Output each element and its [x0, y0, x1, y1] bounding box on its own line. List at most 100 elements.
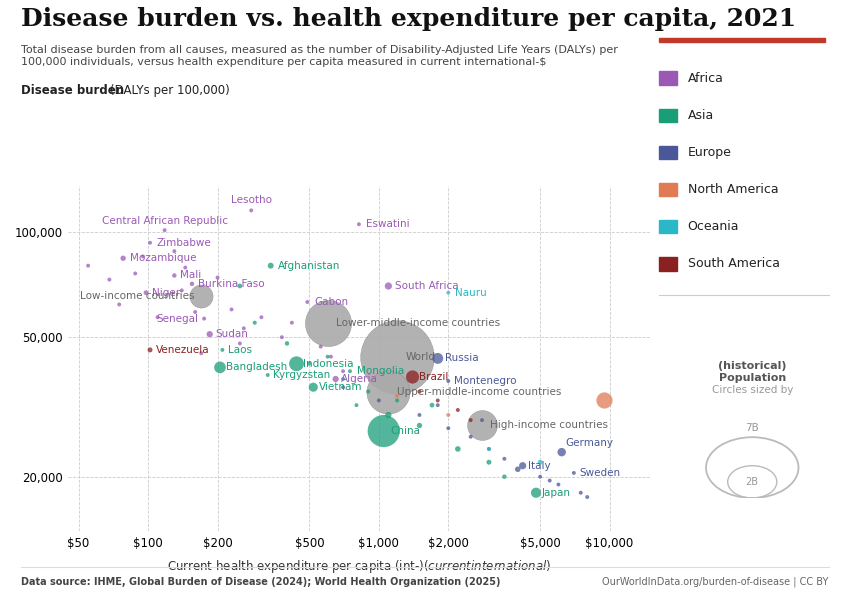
Text: 100,000 individuals, versus health expenditure per capita measured in current in: 100,000 individuals, versus health expen…	[21, 57, 547, 67]
Text: Japan: Japan	[541, 488, 570, 498]
Point	[167, 271, 181, 280]
Point	[301, 297, 314, 307]
Point	[143, 345, 156, 355]
Point	[136, 251, 150, 261]
Point	[382, 410, 395, 420]
Text: Algeria: Algeria	[341, 374, 378, 384]
Point	[431, 353, 445, 363]
Point	[158, 226, 172, 235]
Point	[189, 307, 202, 317]
Text: Burkina Faso: Burkina Faso	[197, 279, 264, 289]
Text: Population: Population	[718, 373, 786, 383]
Point	[343, 367, 357, 376]
Point	[197, 314, 211, 323]
Point	[275, 332, 289, 342]
Point	[497, 454, 511, 464]
Text: 2B: 2B	[745, 477, 759, 487]
Point	[139, 288, 153, 298]
Point	[112, 299, 126, 309]
Point	[314, 342, 327, 352]
Text: Disease burden: Disease burden	[21, 84, 128, 97]
Text: Sweden: Sweden	[580, 468, 620, 478]
Point	[261, 370, 275, 380]
Text: China: China	[391, 426, 421, 436]
Point	[248, 318, 262, 328]
Point	[405, 372, 419, 382]
Point	[116, 253, 130, 263]
Point	[482, 444, 496, 454]
Point	[441, 376, 455, 386]
Text: Africa: Africa	[688, 71, 723, 85]
Point	[178, 263, 192, 272]
Point	[337, 382, 350, 392]
Text: Mongolia: Mongolia	[357, 366, 405, 376]
Text: Zimbabwe: Zimbabwe	[157, 238, 212, 248]
Text: Germany: Germany	[566, 438, 614, 448]
Point	[264, 261, 277, 271]
Point	[431, 395, 445, 405]
Point	[451, 405, 465, 415]
Point	[382, 281, 395, 291]
Text: Gabon: Gabon	[314, 297, 348, 307]
Point	[567, 468, 581, 478]
Text: South Africa: South Africa	[395, 281, 459, 291]
Point	[441, 424, 455, 433]
Text: Brazil: Brazil	[420, 372, 449, 382]
Text: South America: South America	[688, 257, 779, 271]
Point	[185, 279, 199, 289]
Point	[203, 329, 217, 339]
Bar	[659, 38, 824, 42]
Point	[245, 206, 258, 215]
Point	[307, 382, 320, 392]
Text: Indonesia: Indonesia	[303, 359, 354, 369]
Point	[195, 349, 208, 358]
Point	[290, 359, 303, 368]
Point	[150, 313, 164, 322]
Text: Data source: IHME, Global Burden of Disease (2024); World Health Organization (2: Data source: IHME, Global Burden of Dise…	[21, 577, 501, 587]
Text: Europe: Europe	[688, 146, 732, 159]
Point	[280, 338, 294, 348]
Text: Central African Republic: Central African Republic	[102, 216, 228, 226]
Point	[337, 374, 350, 384]
Text: Sudan: Sudan	[215, 329, 248, 339]
Point	[533, 472, 547, 482]
Point	[320, 318, 334, 328]
Point	[216, 345, 230, 355]
Text: Bangladesh: Bangladesh	[225, 362, 286, 373]
Point	[390, 391, 404, 401]
Point	[175, 286, 189, 295]
Text: Disease burden vs. health expenditure per capita, 2021: Disease burden vs. health expenditure pe…	[21, 7, 796, 31]
Point	[167, 247, 181, 256]
Point	[233, 281, 246, 291]
Point	[425, 400, 439, 410]
Point	[464, 415, 478, 425]
Point	[128, 269, 142, 278]
Point	[390, 352, 404, 361]
Point	[555, 448, 569, 457]
Point	[337, 367, 350, 376]
Point	[143, 238, 156, 248]
Point	[511, 464, 524, 474]
Text: Eswatini: Eswatini	[366, 219, 410, 229]
Point	[352, 220, 366, 229]
Text: Russia: Russia	[445, 353, 479, 364]
Text: Our World: Our World	[706, 9, 777, 22]
Point	[574, 488, 587, 497]
Text: High-income countries: High-income countries	[490, 421, 609, 430]
Point	[431, 400, 445, 410]
Text: Circles sized by: Circles sized by	[711, 385, 793, 395]
Point	[372, 395, 386, 405]
Point	[82, 261, 95, 271]
Point	[349, 400, 363, 410]
Text: Italy: Italy	[528, 461, 551, 470]
Point	[412, 421, 426, 430]
Point	[361, 387, 375, 397]
Point	[329, 374, 343, 384]
Text: Laos: Laos	[228, 345, 252, 355]
Point	[285, 318, 298, 328]
Point	[377, 426, 390, 436]
Text: Lesotho: Lesotho	[230, 195, 272, 205]
Text: Oceania: Oceania	[688, 220, 740, 233]
Point	[464, 432, 478, 442]
Text: World: World	[405, 352, 435, 362]
